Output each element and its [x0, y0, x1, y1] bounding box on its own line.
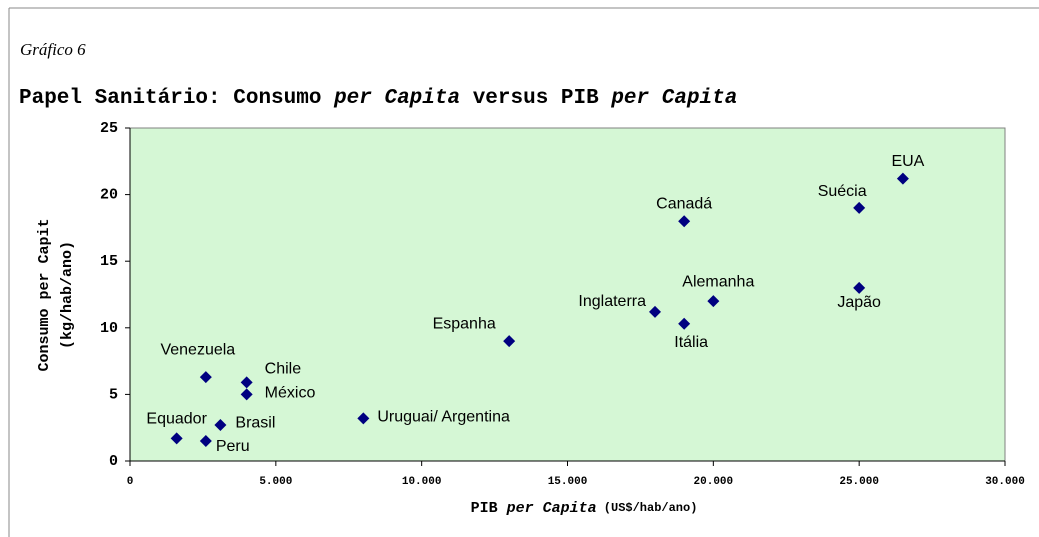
point: [678, 317, 691, 330]
y-axis-label: Consumo per Capit: [36, 218, 53, 371]
point: [649, 305, 661, 318]
point: [853, 201, 866, 214]
x-axis-label: PIB per Capita (US$/hab/ano): [471, 500, 698, 517]
point: [170, 432, 183, 445]
point: [199, 371, 212, 384]
point: [240, 376, 253, 389]
point: [240, 388, 253, 401]
point: [357, 412, 370, 425]
point-label: Peru: [216, 438, 250, 455]
x-tick-label: 25.000: [839, 476, 879, 488]
point-label: EUA: [891, 153, 924, 170]
subtitle: Gráfico 6: [20, 40, 86, 59]
x-tick-label: 10.000: [402, 476, 442, 488]
point-label: Chile: [265, 361, 302, 378]
title-part: per Capita: [333, 87, 460, 110]
y-axis-label: (kg/hab/ano): [59, 241, 76, 349]
point: [896, 172, 909, 185]
title-part: versus PIB: [460, 87, 611, 110]
point-label: Brasil: [235, 414, 275, 431]
point-label: Equador: [146, 411, 207, 428]
x-tick-label: 5.000: [259, 476, 292, 488]
y-tick-label: 10: [100, 320, 118, 337]
x-tick-label: 15.000: [548, 476, 588, 488]
point: [678, 215, 691, 228]
x-label-part: (US$/hab/ano): [597, 501, 698, 515]
point: [503, 335, 516, 348]
point-label: Uruguai/ Argentina: [377, 409, 510, 426]
point-label: Inglaterra: [578, 293, 646, 310]
x-tick-label: 30.000: [985, 476, 1025, 488]
y-tick-label: 15: [100, 253, 118, 270]
point: [853, 281, 866, 294]
point-label: Alemanha: [682, 273, 754, 290]
title-part: per Capita: [610, 87, 737, 110]
point-label: Japão: [837, 294, 881, 311]
x-tick-label: 20.000: [694, 476, 734, 488]
point-label: Itália: [674, 334, 708, 351]
point: [707, 295, 720, 308]
point-label: Venezuela: [160, 341, 235, 358]
y-tick-label: 20: [100, 187, 118, 204]
x-tick-label: 0: [127, 476, 134, 488]
point-label: Suécia: [818, 183, 867, 200]
point-label: Espanha: [433, 315, 496, 332]
point: [199, 435, 212, 448]
point-label: México: [265, 385, 316, 402]
y-tick-label: 0: [109, 453, 118, 470]
chart-title: Papel Sanitário: Consumo per Capita vers…: [19, 87, 737, 110]
title-part: Papel Sanitário: Consumo: [19, 87, 334, 110]
point-label: Canadá: [656, 195, 712, 212]
point: [214, 419, 227, 432]
x-label-part: PIB: [471, 500, 507, 517]
x-label-part: per Capita: [506, 500, 597, 517]
y-tick-label: 5: [109, 386, 118, 403]
y-tick-label: 25: [100, 120, 118, 137]
